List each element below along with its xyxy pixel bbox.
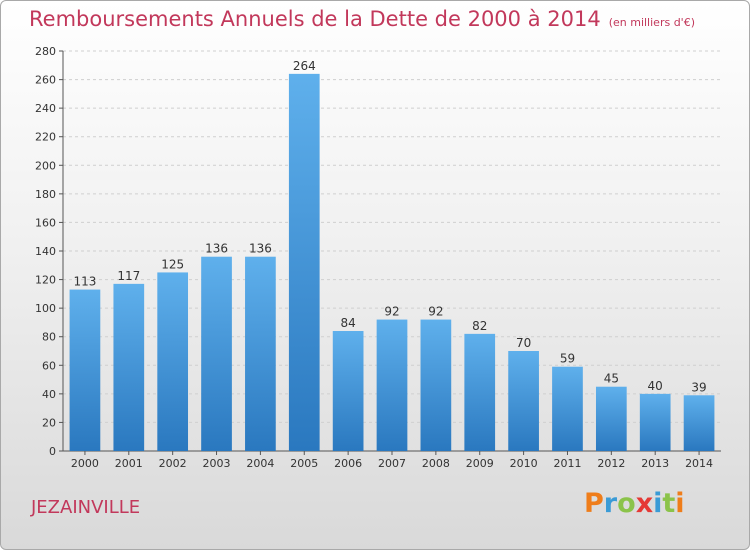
logo-letter: i — [653, 488, 663, 519]
bar-2007 — [376, 319, 408, 451]
x-tick-label: 2005 — [290, 457, 318, 470]
bar-2011 — [552, 366, 583, 451]
bar-2001 — [113, 283, 145, 451]
y-tick-label: 280 — [35, 45, 56, 58]
logo-letter: x — [635, 488, 654, 519]
value-label-2012: 45 — [604, 372, 619, 386]
y-tick-label: 200 — [35, 159, 56, 172]
value-label-2008: 92 — [428, 305, 443, 319]
x-tick-label: 2010 — [510, 457, 538, 470]
bar-2005 — [288, 73, 320, 451]
y-tick-label: 260 — [35, 74, 56, 87]
bar-2006 — [332, 331, 364, 451]
y-tick-label: 100 — [35, 302, 56, 315]
x-tick-label: 2001 — [115, 457, 143, 470]
logo-letter: r — [603, 488, 618, 519]
y-tick-label: 20 — [42, 416, 56, 429]
value-label-2005: 264 — [293, 59, 316, 73]
y-tick-label: 120 — [35, 274, 56, 287]
x-tick-label: 2000 — [71, 457, 99, 470]
x-tick-label: 2014 — [685, 457, 713, 470]
commune-name: JEZAINVILLE — [31, 497, 141, 518]
x-tick-label: 2006 — [334, 457, 362, 470]
x-tick-label: 2013 — [641, 457, 669, 470]
bar-2004 — [245, 256, 276, 451]
y-tick-label: 60 — [42, 359, 56, 372]
value-label-2013: 40 — [648, 379, 663, 393]
logo-letter: i — [675, 488, 685, 519]
proxiti-logo[interactable]: Proxiti — [584, 488, 685, 519]
value-label-2006: 84 — [340, 316, 355, 330]
x-tick-label: 2002 — [159, 457, 187, 470]
x-tick-label: 2012 — [597, 457, 625, 470]
x-tick-label: 2004 — [246, 457, 274, 470]
x-tick-label: 2007 — [378, 457, 406, 470]
bar-2013 — [639, 393, 671, 451]
bar-2012 — [595, 386, 627, 451]
bar-2010 — [508, 351, 539, 451]
logo-letter: P — [584, 488, 604, 519]
value-label-2007: 92 — [384, 305, 399, 319]
bars — [69, 73, 715, 451]
value-label-2009: 82 — [472, 319, 487, 333]
bar-2002 — [157, 272, 189, 451]
labels: 0 20 40 60 80 100 120 140 160 180 200 220 240 260 280 1… — [35, 45, 713, 470]
bar-2000 — [69, 289, 101, 451]
value-label-2011: 59 — [560, 352, 575, 366]
y-tick-label: 240 — [35, 102, 56, 115]
x-tick-label: 2003 — [203, 457, 231, 470]
chart-title: Remboursements Annuels de la Dette de 20… — [29, 7, 601, 31]
x-tick-label: 2011 — [553, 457, 581, 470]
chart-subtitle: (en milliers d'€) — [608, 16, 695, 29]
title-row: Remboursements Annuels de la Dette de 20… — [29, 7, 695, 31]
bar-2014 — [683, 395, 715, 451]
x-tick-label: 2009 — [466, 457, 494, 470]
x-tick-label: 2008 — [422, 457, 450, 470]
y-tick-label: 160 — [35, 216, 56, 229]
bar-2003 — [201, 256, 232, 451]
value-label-2000: 113 — [73, 275, 96, 289]
y-tick-label: 220 — [35, 131, 56, 144]
bar-2009 — [464, 333, 496, 451]
value-label-2014: 39 — [691, 380, 706, 394]
value-label-2010: 70 — [516, 336, 531, 350]
y-tick-label: 140 — [35, 245, 56, 258]
y-tick-label: 40 — [42, 388, 56, 401]
logo-letter: o — [617, 488, 636, 519]
value-label-2001: 117 — [117, 269, 140, 283]
bar-2008 — [420, 319, 452, 451]
value-label-2004: 136 — [249, 242, 272, 256]
y-tick-label: 80 — [42, 331, 56, 344]
y-tick-label: 0 — [49, 445, 56, 458]
logo-letter: t — [662, 488, 676, 519]
value-label-2002: 125 — [161, 257, 184, 271]
y-tick-label: 180 — [35, 188, 56, 201]
value-label-2003: 136 — [205, 242, 228, 256]
